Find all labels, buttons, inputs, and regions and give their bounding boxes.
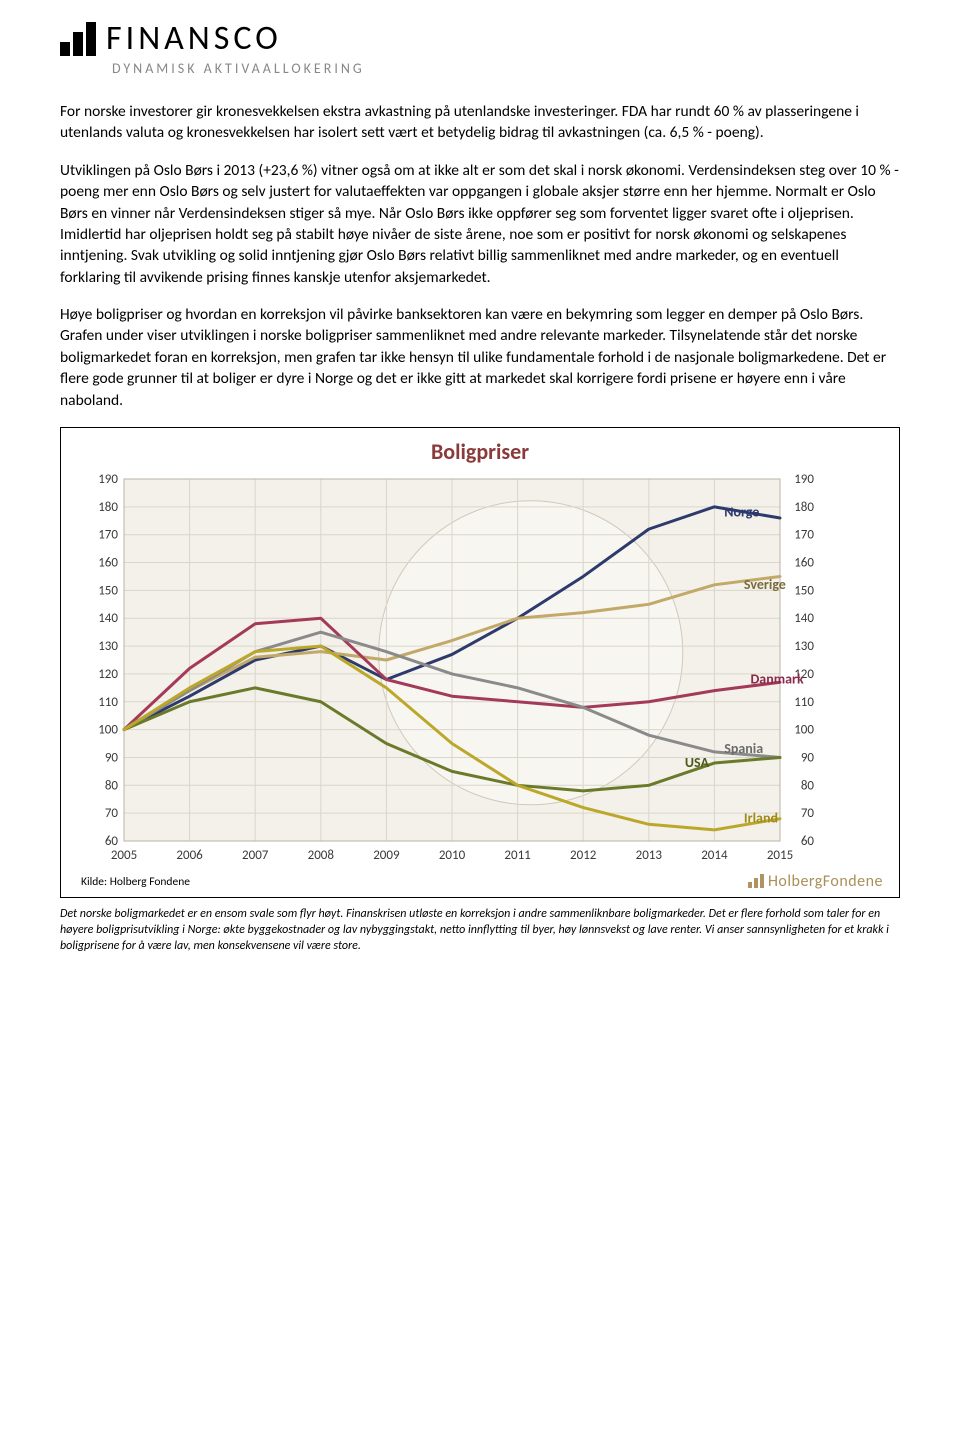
svg-text:2009: 2009 bbox=[373, 848, 400, 863]
svg-text:150: 150 bbox=[98, 583, 118, 598]
svg-text:70: 70 bbox=[105, 806, 119, 821]
svg-text:70: 70 bbox=[801, 806, 815, 821]
svg-text:Irland: Irland bbox=[744, 810, 778, 827]
svg-text:Danmark: Danmark bbox=[750, 670, 804, 687]
svg-text:190: 190 bbox=[794, 472, 814, 487]
svg-text:160: 160 bbox=[794, 555, 814, 570]
svg-text:80: 80 bbox=[801, 778, 815, 793]
svg-text:2008: 2008 bbox=[308, 848, 335, 863]
svg-text:2011: 2011 bbox=[504, 848, 530, 863]
svg-text:150: 150 bbox=[794, 583, 814, 598]
chart-watermark: HolbergFondene bbox=[748, 872, 883, 891]
svg-text:100: 100 bbox=[98, 722, 118, 737]
svg-text:120: 120 bbox=[98, 667, 118, 682]
paragraph-2: Utviklingen på Oslo Børs i 2013 (+23,6 %… bbox=[60, 160, 900, 288]
svg-text:90: 90 bbox=[801, 750, 815, 765]
svg-text:2013: 2013 bbox=[636, 848, 663, 863]
svg-text:160: 160 bbox=[98, 555, 118, 570]
svg-text:170: 170 bbox=[98, 528, 118, 543]
svg-text:130: 130 bbox=[794, 639, 814, 654]
svg-text:180: 180 bbox=[794, 500, 814, 515]
svg-text:140: 140 bbox=[794, 611, 814, 626]
svg-text:2014: 2014 bbox=[701, 848, 728, 863]
svg-text:2015: 2015 bbox=[767, 848, 793, 863]
svg-text:100: 100 bbox=[794, 722, 814, 737]
chart-frame: Boligpriser 60 60 70 70 80 80 90 90 100 100 110 110… bbox=[60, 427, 900, 898]
svg-text:90: 90 bbox=[105, 750, 119, 765]
svg-text:110: 110 bbox=[98, 695, 118, 710]
svg-text:80: 80 bbox=[105, 778, 119, 793]
logo-brand: FINANSCO bbox=[106, 22, 282, 56]
logo-block: FINANSCO DYNAMISK AKTIVAALLOKERING bbox=[60, 20, 900, 77]
chart-title: Boligpriser bbox=[73, 438, 887, 465]
svg-text:130: 130 bbox=[98, 639, 118, 654]
svg-text:2007: 2007 bbox=[242, 848, 269, 863]
svg-text:Sverige: Sverige bbox=[744, 576, 786, 593]
svg-text:190: 190 bbox=[98, 472, 118, 487]
svg-text:2006: 2006 bbox=[176, 848, 203, 863]
svg-text:110: 110 bbox=[794, 695, 814, 710]
logo-bars-icon bbox=[60, 20, 96, 56]
chart-watermark-text: HolbergFondene bbox=[768, 872, 883, 891]
paragraph-3: Høye boligpriser og hvordan en korreksjo… bbox=[60, 304, 900, 411]
svg-text:140: 140 bbox=[98, 611, 118, 626]
holberg-bars-icon bbox=[748, 874, 764, 888]
paragraph-1: For norske investorer gir kronesvekkelse… bbox=[60, 101, 900, 144]
logo-tagline: DYNAMISK AKTIVAALLOKERING bbox=[112, 60, 900, 77]
svg-text:2005: 2005 bbox=[111, 848, 137, 863]
chart-svg: 6060707080809090100100110110120120130130… bbox=[73, 471, 887, 871]
logo-row: FINANSCO bbox=[60, 20, 900, 56]
svg-text:180: 180 bbox=[98, 500, 118, 515]
chart-caption: Det norske boligmarkedet er en ensom sva… bbox=[60, 906, 900, 955]
svg-text:60: 60 bbox=[105, 834, 119, 849]
svg-text:USA: USA bbox=[685, 754, 710, 771]
svg-text:Norge: Norge bbox=[724, 503, 759, 520]
svg-text:Spania: Spania bbox=[724, 740, 763, 757]
chart-area: 6060707080809090100100110110120120130130… bbox=[73, 471, 887, 871]
svg-text:170: 170 bbox=[794, 528, 814, 543]
svg-text:60: 60 bbox=[801, 834, 815, 849]
svg-text:2012: 2012 bbox=[570, 848, 597, 863]
svg-text:2010: 2010 bbox=[439, 848, 466, 863]
